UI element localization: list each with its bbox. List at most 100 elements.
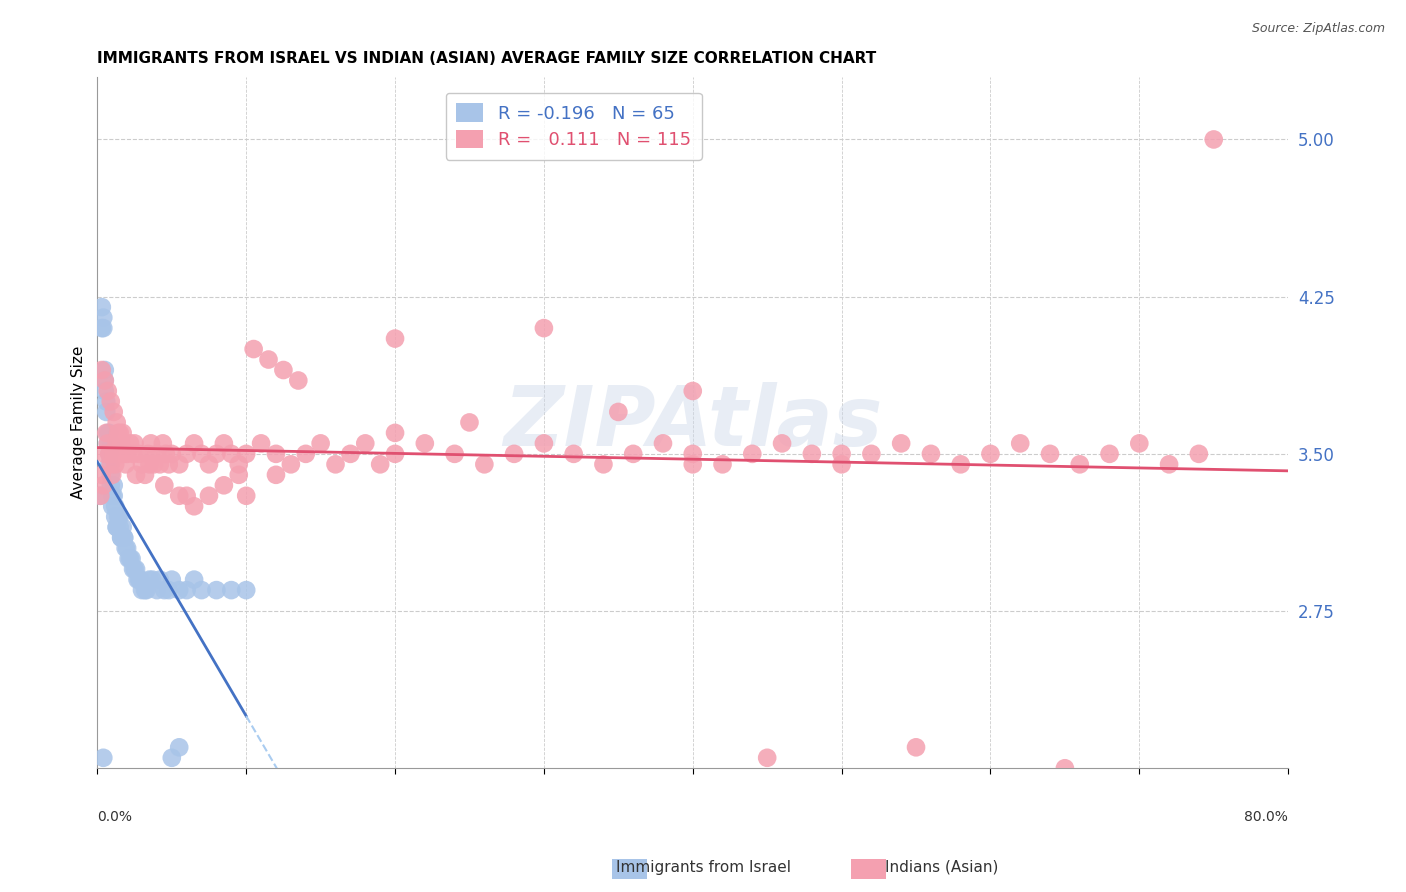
Point <box>110 531 132 545</box>
Point <box>235 447 257 461</box>
Point <box>97 436 120 450</box>
Point <box>221 583 243 598</box>
Point <box>264 467 287 482</box>
Point <box>1010 436 1032 450</box>
Point <box>142 458 165 472</box>
Point <box>104 509 127 524</box>
Text: ZIPAtlas: ZIPAtlas <box>503 382 883 463</box>
Point <box>1039 447 1062 461</box>
Point <box>384 425 406 440</box>
Point <box>831 447 853 461</box>
Point <box>756 751 779 765</box>
Point <box>153 583 176 598</box>
Point <box>621 447 644 461</box>
Point <box>149 573 172 587</box>
Point <box>94 374 117 388</box>
Point <box>97 425 120 440</box>
Point <box>120 436 142 450</box>
Text: 80.0%: 80.0% <box>1244 810 1288 824</box>
Point <box>122 562 145 576</box>
Point <box>98 447 121 461</box>
Point <box>111 425 134 440</box>
Point <box>157 583 180 598</box>
Point <box>149 458 172 472</box>
Point <box>112 531 135 545</box>
Point <box>138 573 160 587</box>
Point <box>176 583 198 598</box>
Point <box>354 436 377 450</box>
Point <box>105 436 128 450</box>
Point <box>503 447 526 461</box>
Point <box>128 447 150 461</box>
Text: 0.0%: 0.0% <box>97 810 132 824</box>
Point <box>129 573 152 587</box>
Point <box>413 436 436 450</box>
Point <box>152 436 174 450</box>
Point <box>125 467 148 482</box>
Point <box>100 394 122 409</box>
Point <box>96 405 118 419</box>
Point <box>108 509 131 524</box>
Point <box>91 478 114 492</box>
Point <box>96 394 118 409</box>
Point <box>121 551 143 566</box>
Point <box>160 447 183 461</box>
Point <box>146 447 169 461</box>
Point <box>115 447 138 461</box>
Point <box>125 562 148 576</box>
Point <box>533 321 555 335</box>
Point <box>155 447 177 461</box>
Point <box>1128 436 1150 450</box>
Point <box>167 740 190 755</box>
Point <box>104 500 127 514</box>
Point <box>131 458 153 472</box>
Point <box>592 458 614 472</box>
Point <box>949 458 972 472</box>
Point <box>1202 132 1225 146</box>
Point <box>96 425 118 440</box>
Point <box>94 447 117 461</box>
Point <box>183 500 205 514</box>
Point <box>139 436 162 450</box>
Point <box>562 447 585 461</box>
Point <box>157 458 180 472</box>
Point <box>228 467 250 482</box>
Point <box>110 436 132 450</box>
Point <box>682 447 704 461</box>
Point <box>114 458 136 472</box>
Point <box>235 583 257 598</box>
Point <box>212 436 235 450</box>
Point <box>325 458 347 472</box>
Point <box>190 447 212 461</box>
Point <box>90 300 112 314</box>
Point <box>280 458 302 472</box>
Point <box>138 458 160 472</box>
Point <box>131 583 153 598</box>
Point <box>100 436 122 450</box>
Point <box>104 458 127 472</box>
Point <box>242 342 264 356</box>
Point <box>800 447 823 461</box>
Point <box>384 447 406 461</box>
Point <box>190 583 212 598</box>
Point <box>105 520 128 534</box>
Point <box>1098 447 1121 461</box>
Point <box>97 436 120 450</box>
Point <box>127 573 149 587</box>
Point <box>122 447 145 461</box>
Point <box>105 520 128 534</box>
Point <box>652 436 675 450</box>
Point <box>167 489 190 503</box>
Point <box>1053 761 1076 775</box>
Point <box>136 447 159 461</box>
Point <box>831 458 853 472</box>
Point <box>205 447 228 461</box>
Point <box>1188 447 1211 461</box>
Point <box>264 447 287 461</box>
Point <box>167 583 190 598</box>
Point <box>682 458 704 472</box>
Point <box>141 573 163 587</box>
Point <box>905 740 928 755</box>
Point <box>90 321 112 335</box>
Point <box>160 751 183 765</box>
